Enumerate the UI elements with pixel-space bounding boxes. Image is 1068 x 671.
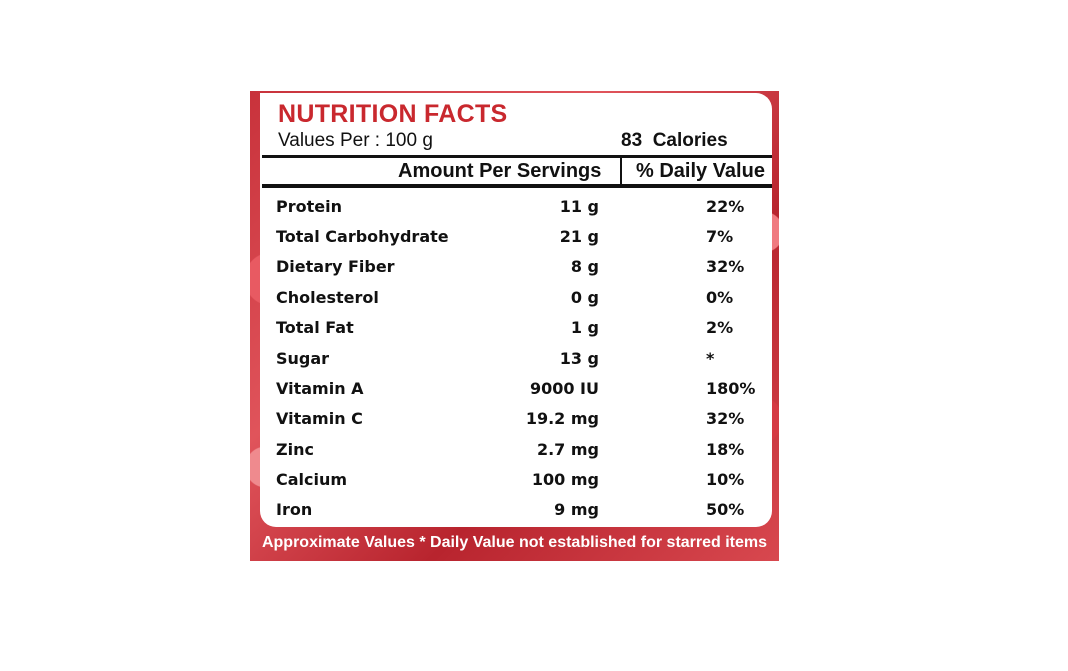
column-header-rule [262,184,772,188]
nutrient-row-sugar: Sugar 13 g * [0,344,1068,374]
header-rule [262,155,772,158]
nutrient-name: Vitamin C [276,409,363,428]
nutrient-name: Vitamin A [276,379,364,398]
nutrient-name: Iron [276,500,313,519]
nutrient-row-iron: Iron 9 mg 50% [0,495,1068,525]
column-header-amount: Amount Per Servings [398,160,602,182]
nutrient-row-vitamin-a: Vitamin A 9000 IU 180% [0,374,1068,404]
nutrition-title: NUTRITION FACTS [278,100,508,128]
nutrient-name: Sugar [276,349,330,368]
nutrient-row-calcium: Calcium 100 mg 10% [0,465,1068,495]
nutrient-name: Total Carbohydrate [276,227,449,246]
nutrition-card [260,93,772,527]
nutrient-row-vitamin-c: Vitamin C 19.2 mg 32% [0,404,1068,434]
nutrient-daily-value: 7% [706,227,734,246]
nutrient-name: Zinc [276,440,314,459]
column-header-daily-value: % Daily Value [636,160,765,182]
nutrient-row-dietary-fiber: Dietary Fiber 8 g 32% [0,252,1068,282]
nutrient-name: Calcium [276,470,348,489]
nutrient-daily-value: 180% [706,379,756,398]
nutrient-amount: 11 g [559,197,599,216]
serving-size: Values Per : 100 g [278,130,433,151]
column-divider [620,158,622,184]
nutrient-amount: 100 mg [531,470,599,489]
footnote: Approximate Values * Daily Value not est… [261,534,768,551]
nutrient-name: Protein [276,197,342,216]
nutrient-name: Dietary Fiber [276,257,395,276]
nutrient-daily-value: 50% [706,500,745,519]
nutrient-row-total-carbohydrate: Total Carbohydrate 21 g 7% [0,222,1068,252]
nutrient-amount: 9 mg [554,500,599,519]
nutrient-amount: 2.7 mg [536,440,599,459]
nutrient-amount: 0 g [570,288,599,307]
nutrient-amount: 13 g [559,349,599,368]
nutrient-daily-value: 32% [706,257,745,276]
nutrient-daily-value: * [706,349,715,368]
nutrient-row-total-fat: Total Fat 1 g 2% [0,313,1068,343]
nutrient-name: Cholesterol [276,288,379,307]
nutrient-row-cholesterol: Cholesterol 0 g 0% [0,283,1068,313]
nutrient-amount: 19.2 mg [525,409,599,428]
calories: 83 Calories [621,130,728,151]
nutrient-daily-value: 2% [706,318,734,337]
nutrient-amount: 1 g [570,318,599,337]
nutrient-daily-value: 18% [706,440,745,459]
nutrient-daily-value: 0% [706,288,734,307]
nutrient-row-zinc: Zinc 2.7 mg 18% [0,435,1068,465]
nutrient-daily-value: 22% [706,197,745,216]
nutrient-amount: 9000 IU [529,379,599,398]
nutrient-amount: 8 g [570,257,599,276]
nutrient-daily-value: 32% [706,409,745,428]
nutrient-daily-value: 10% [706,470,745,489]
nutrient-amount: 21 g [559,227,599,246]
nutrient-name: Total Fat [276,318,354,337]
nutrient-row-protein: Protein 11 g 22% [0,192,1068,222]
